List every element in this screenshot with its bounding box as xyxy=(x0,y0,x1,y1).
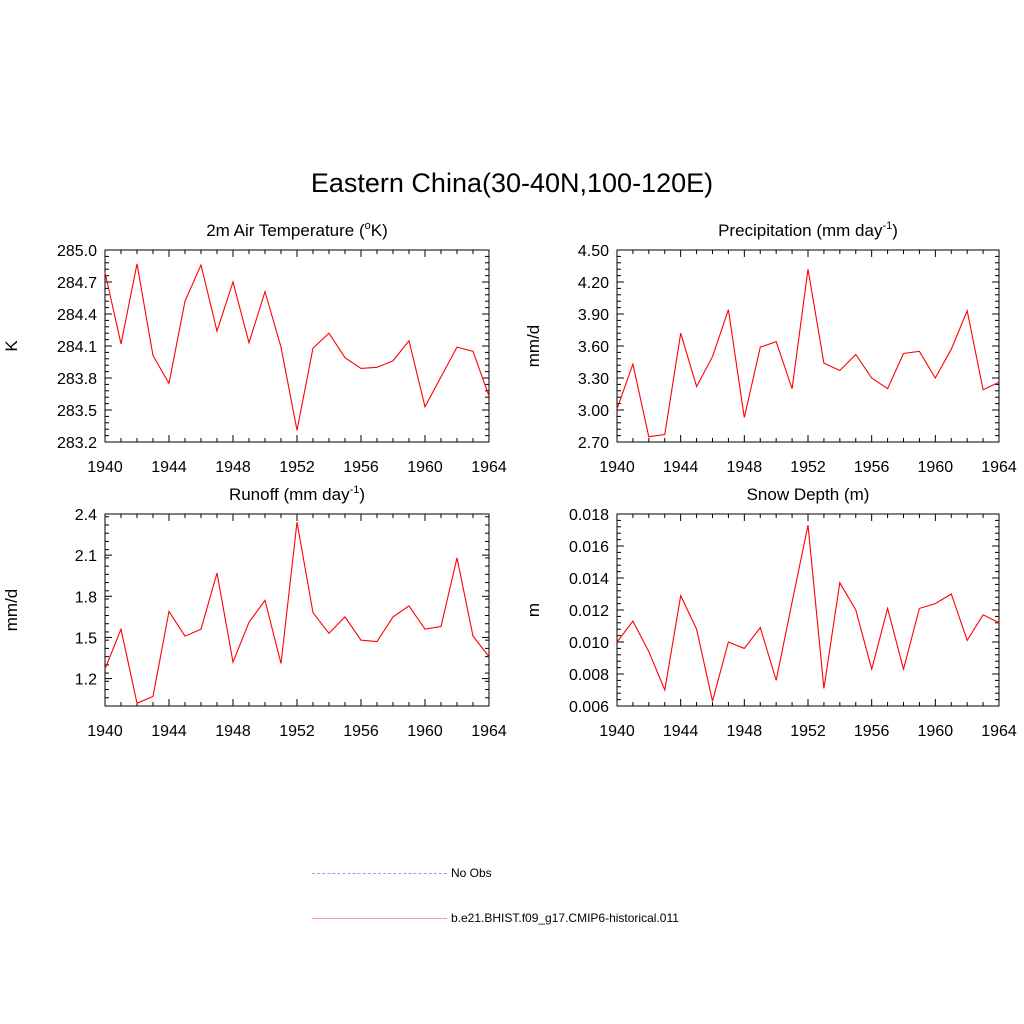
x-tick-label: 1956 xyxy=(854,723,890,740)
x-tick-label: 1952 xyxy=(279,459,315,476)
x-tick-label: 1964 xyxy=(981,459,1017,476)
x-tick-label: 1944 xyxy=(663,723,699,740)
x-tick-label: 1948 xyxy=(215,459,251,476)
x-tick-label: 1964 xyxy=(981,723,1017,740)
x-tick-label: 1940 xyxy=(87,459,123,476)
x-tick-label: 1952 xyxy=(790,459,826,476)
panel-title: 2m Air Temperature (oK) xyxy=(206,220,388,240)
series-line xyxy=(616,525,1000,702)
y-tick-label: 0.008 xyxy=(569,667,609,684)
y-tick-label: 284.4 xyxy=(57,307,97,324)
legend-swatch-dashed xyxy=(312,872,447,874)
y-tick-label: 283.8 xyxy=(57,371,97,388)
x-tick-label: 1948 xyxy=(215,723,251,740)
panel-title-end: K) xyxy=(371,221,388,240)
x-tick-label: 1944 xyxy=(663,459,699,476)
panel-title-superscript: -1 xyxy=(350,484,360,496)
y-tick-label: 4.20 xyxy=(578,275,609,292)
x-tick-label: 1960 xyxy=(407,723,443,740)
y-tick-label: 3.60 xyxy=(578,339,609,356)
y-axis-label: K xyxy=(2,340,21,352)
panel-title-end: ) xyxy=(892,221,898,240)
series-line xyxy=(104,522,490,705)
y-axis-label: mm/d xyxy=(524,325,543,368)
x-tick-label: 1952 xyxy=(279,723,315,740)
figure-title: Eastern China(30-40N,100-120E) xyxy=(310,168,714,198)
y-tick-label: 0.018 xyxy=(569,507,609,524)
panel-title-end: ) xyxy=(359,485,365,504)
x-tick-label: 1964 xyxy=(471,723,507,740)
y-tick-label: 284.7 xyxy=(57,275,97,292)
x-tick-label: 1940 xyxy=(599,459,635,476)
y-tick-label: 2.4 xyxy=(75,507,97,524)
y-tick-label: 284.1 xyxy=(57,339,97,356)
x-tick-label: 1956 xyxy=(343,459,379,476)
y-tick-label: 283.5 xyxy=(57,403,97,420)
y-tick-label: 0.016 xyxy=(569,539,609,556)
y-tick-label: 1.8 xyxy=(75,589,97,606)
y-tick-label: 0.012 xyxy=(569,603,609,620)
x-tick-label: 1960 xyxy=(918,459,954,476)
legend-label: No Obs xyxy=(451,866,492,880)
plot-frame xyxy=(616,249,1000,443)
plot-frame xyxy=(616,513,1000,707)
y-tick-label: 3.30 xyxy=(578,371,609,388)
plot-frame xyxy=(104,513,490,707)
y-tick-label: 0.006 xyxy=(569,699,609,716)
x-tick-label: 1944 xyxy=(151,459,187,476)
x-tick-label: 1960 xyxy=(918,723,954,740)
x-tick-label: 1940 xyxy=(599,723,635,740)
chart-panel-1: 1940 1944 1948 1952 1956 1960 1964 283.2 283.5 28… xyxy=(2,220,507,476)
panel-title-main: Precipitation (mm day xyxy=(718,221,883,240)
legend-item-no-obs: No Obs xyxy=(312,865,492,881)
x-tick-label: 1956 xyxy=(854,459,890,476)
chart-panel-3: 1940 1944 1948 1952 1956 1960 1964 1.2 1.5 1.8 2.1… xyxy=(2,484,507,740)
panel-title-main: Snow Depth (m) xyxy=(747,485,870,504)
x-tick-label: 1948 xyxy=(727,723,763,740)
plot-frame xyxy=(104,249,490,443)
legend-swatch-solid xyxy=(312,917,447,919)
panel-title-superscript: o xyxy=(365,220,371,232)
legend-label: b.e21.BHIST.f09_g17.CMIP6-historical.011 xyxy=(451,911,679,925)
y-tick-label: 283.2 xyxy=(57,435,97,452)
y-tick-label: 1.2 xyxy=(75,672,97,689)
y-tick-label: 2.1 xyxy=(75,548,97,565)
panel-title: Precipitation (mm day-1) xyxy=(718,220,898,240)
y-tick-label: 0.014 xyxy=(569,571,609,588)
y-tick-label: 0.010 xyxy=(569,635,609,652)
y-axis-label: mm/d xyxy=(2,589,21,632)
panel-title: Snow Depth (m) xyxy=(747,485,870,504)
x-tick-label: 1952 xyxy=(790,723,826,740)
x-tick-label: 1964 xyxy=(471,459,507,476)
legend-item-model: b.e21.BHIST.f09_g17.CMIP6-historical.011 xyxy=(312,910,679,926)
y-tick-label: 2.70 xyxy=(578,435,609,452)
x-tick-label: 1940 xyxy=(87,723,123,740)
chart-panel-2: 1940 1944 1948 1952 1956 1960 1964 2.70 3.00 3.30… xyxy=(524,220,1017,476)
y-tick-label: 4.50 xyxy=(578,243,609,260)
y-axis-label: m xyxy=(524,603,543,617)
y-tick-label: 3.00 xyxy=(578,403,609,420)
series-line xyxy=(616,269,1000,438)
y-tick-label: 3.90 xyxy=(578,307,609,324)
y-tick-label: 285.0 xyxy=(57,243,97,260)
x-tick-label: 1956 xyxy=(343,723,379,740)
panel-title-main: Runoff (mm day xyxy=(229,485,350,504)
y-tick-label: 1.5 xyxy=(75,630,97,647)
x-tick-label: 1944 xyxy=(151,723,187,740)
x-tick-label: 1960 xyxy=(407,459,443,476)
panel-title-main: 2m Air Temperature ( xyxy=(206,221,365,240)
panel-title-superscript: -1 xyxy=(882,220,892,232)
panel-title: Runoff (mm day-1) xyxy=(229,484,365,504)
series-line xyxy=(104,263,490,431)
x-tick-label: 1948 xyxy=(727,459,763,476)
chart-panel-4: 1940 1944 1948 1952 1956 1960 1964 0.006 0.008 0.… xyxy=(524,485,1017,740)
